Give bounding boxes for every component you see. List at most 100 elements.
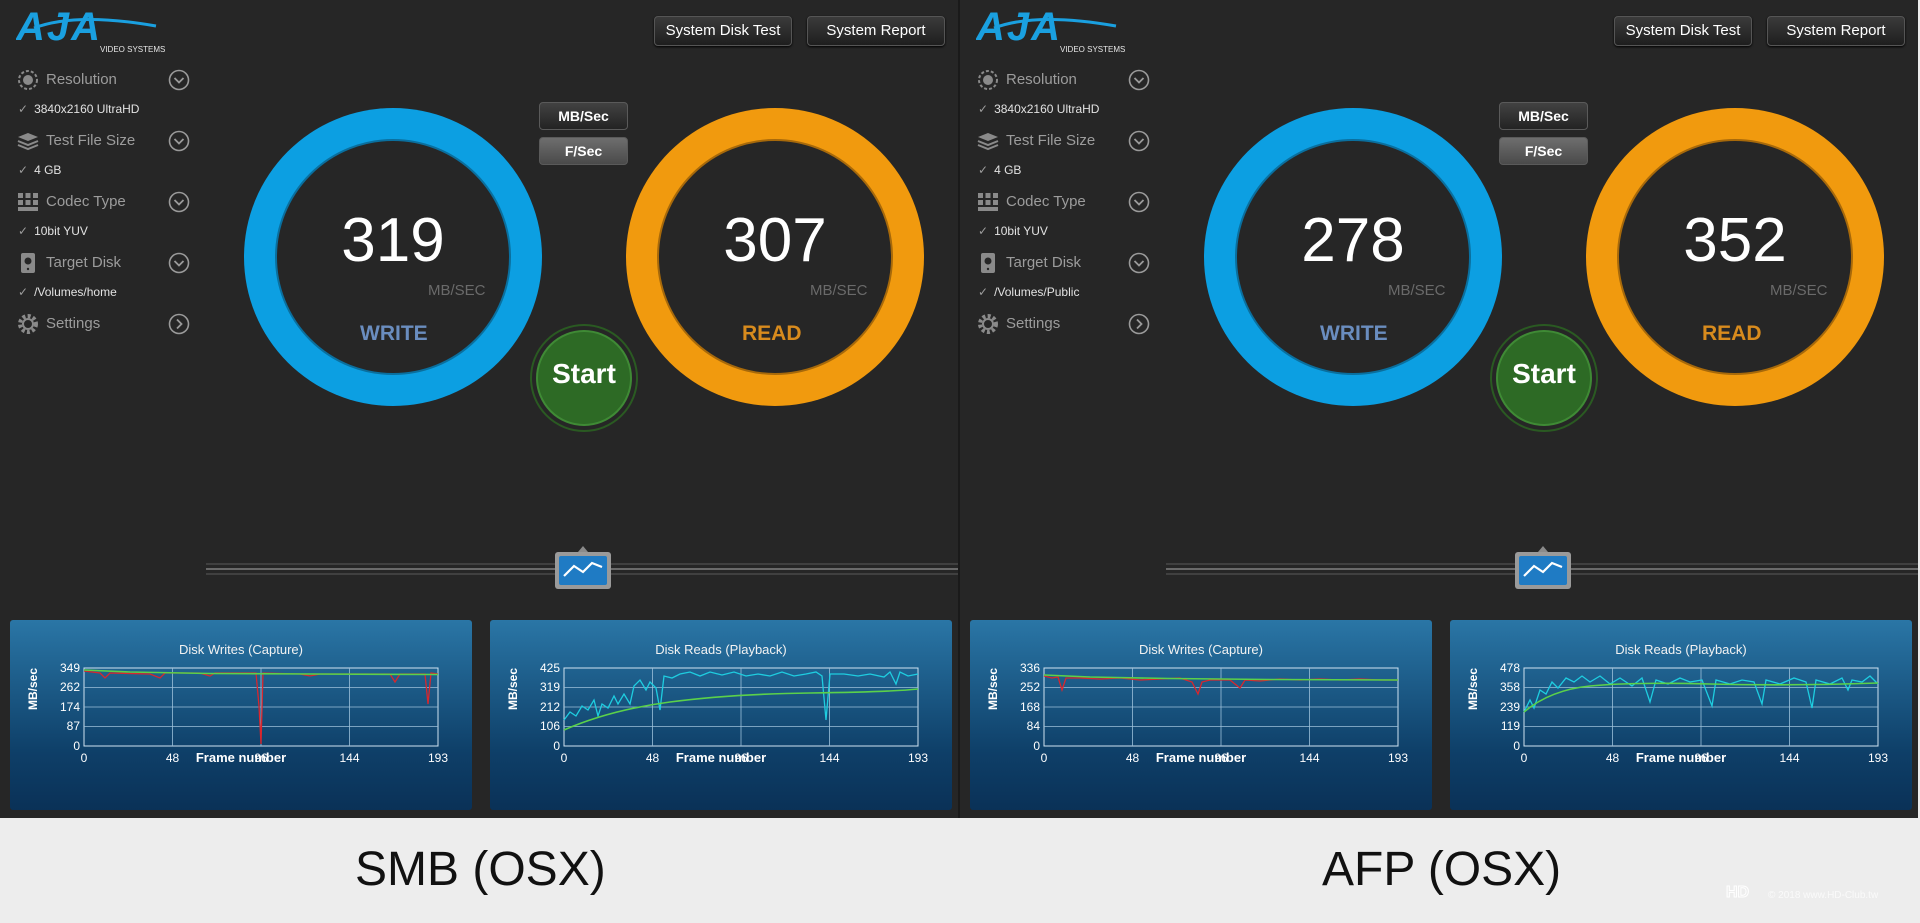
sidebar-item-label: Settings <box>1006 315 1061 332</box>
y-tick: 168 <box>1020 700 1040 714</box>
write-speed-unit: MB/SEC <box>428 282 486 299</box>
start-button[interactable] <box>530 324 638 432</box>
chevron-down-icon[interactable] <box>1128 69 1150 91</box>
sidebar-item-test-file-size[interactable]: Test File Size <box>16 129 192 153</box>
svg-text:VIDEO SYSTEMS: VIDEO SYSTEMS <box>1060 45 1125 54</box>
read-speed-value: 307 <box>723 206 827 275</box>
check-icon: ✓ <box>18 163 29 177</box>
read-gauge-ring <box>626 108 924 406</box>
check-icon: ✓ <box>978 285 989 299</box>
y-tick: 478 <box>1500 661 1520 675</box>
test-file-size-value: ✓ 4 GB <box>18 163 62 177</box>
afp-test-panel: AJA VIDEO SYSTEMS System Disk Test Syste… <box>960 0 1918 818</box>
sidebar-item-codec-type[interactable]: Codec Type <box>976 190 1152 214</box>
x-tick: 0 <box>81 751 88 765</box>
x-tick: 193 <box>1868 751 1888 765</box>
read-label: READ <box>1702 322 1762 345</box>
sidebar-item-label: Test File Size <box>46 132 136 149</box>
svg-text:VIDEO SYSTEMS: VIDEO SYSTEMS <box>100 45 165 54</box>
chevron-down-icon[interactable] <box>168 130 190 152</box>
x-axis-label: Frame number <box>1155 750 1247 765</box>
sidebar-item-settings[interactable]: Settings <box>976 312 1152 336</box>
panel-divider <box>958 0 960 818</box>
y-tick: 119 <box>1501 719 1520 733</box>
sidebar-item-test-file-size[interactable]: Test File Size <box>976 129 1152 153</box>
x-tick: 144 <box>1299 751 1319 765</box>
start-button[interactable] <box>1490 324 1598 432</box>
y-tick: 87 <box>67 719 81 733</box>
y-tick: 0 <box>553 739 560 753</box>
chevron-right-icon[interactable] <box>1128 313 1150 335</box>
codec-type-value: ✓ 10bit YUV <box>978 224 1048 238</box>
system-disk-test-button[interactable]: System Disk Test <box>654 16 792 46</box>
write-gauge-ring <box>244 108 542 406</box>
chevron-down-icon[interactable] <box>1128 191 1150 213</box>
codec-icon <box>18 193 38 211</box>
mb-sec-button[interactable]: MB/Sec <box>539 102 628 130</box>
system-disk-test-button[interactable]: System Disk Test <box>1614 16 1752 46</box>
sidebar-item-resolution[interactable]: Resolution <box>16 68 192 92</box>
graph-title: Disk Writes (Capture) <box>178 642 303 657</box>
chevron-down-icon[interactable] <box>168 191 190 213</box>
svg-text:AJA: AJA <box>976 6 1062 49</box>
sidebar-item-label: Test File Size <box>1006 132 1096 149</box>
read-speed-unit: MB/SEC <box>810 282 868 299</box>
target-disk-value: ✓/Volumes/Public <box>978 285 1080 299</box>
sidebar-item-target-disk[interactable]: Target Disk <box>976 251 1152 275</box>
x-tick: 144 <box>1779 751 1799 765</box>
y-tick: 0 <box>73 739 80 753</box>
x-tick: 0 <box>1521 751 1528 765</box>
write-gauge-ring <box>1204 108 1502 406</box>
graph-toggle-icon[interactable] <box>1514 546 1572 590</box>
sidebar-item-settings[interactable]: Settings <box>16 312 192 336</box>
x-tick: 96 <box>1694 751 1708 765</box>
disk-writes-graph: Disk Writes (Capture) 336 252 168 84 0 0… <box>970 620 1432 810</box>
y-tick: 0 <box>1513 739 1520 753</box>
resolution-icon <box>978 70 998 90</box>
afp-caption: AFP (OSX) <box>1322 843 1562 896</box>
x-tick: 193 <box>1388 751 1408 765</box>
sidebar-item-target-disk[interactable]: Target Disk <box>16 251 192 275</box>
write-label: WRITE <box>360 322 428 345</box>
sidebar-item-label: Resolution <box>46 71 117 88</box>
start-button-label: Start <box>1512 358 1576 389</box>
chevron-right-icon[interactable] <box>168 313 190 335</box>
smb-test-panel: AJA VIDEO SYSTEMS System Disk Test Syste… <box>0 0 958 818</box>
svg-text:HD: HD <box>1726 884 1749 901</box>
write-speed-value: 319 <box>341 206 445 275</box>
y-tick: 252 <box>1020 680 1040 694</box>
x-axis-label: Frame number <box>195 750 287 765</box>
system-report-button[interactable]: System Report <box>1767 16 1905 46</box>
disk-reads-graph: Disk Reads (Playback) 425 319 212 106 0 … <box>490 620 952 810</box>
x-tick: 0 <box>561 751 568 765</box>
sidebar-item-resolution[interactable]: Resolution <box>976 68 1152 92</box>
f-sec-button[interactable]: F/Sec <box>1499 137 1588 165</box>
sidebar-item-label: Resolution <box>1006 71 1077 88</box>
graph-toggle-icon[interactable] <box>554 546 612 590</box>
x-tick: 48 <box>166 751 180 765</box>
check-icon: ✓ <box>978 102 989 116</box>
mb-sec-button[interactable]: MB/Sec <box>1499 102 1588 130</box>
x-tick: 193 <box>908 751 928 765</box>
sidebar-item-codec-type[interactable]: Codec Type <box>16 190 192 214</box>
y-axis-label: MB/sec <box>506 667 520 710</box>
chevron-down-icon[interactable] <box>1128 252 1150 274</box>
chevron-down-icon[interactable] <box>168 69 190 91</box>
y-tick: 0 <box>1033 739 1040 753</box>
graph-title: Disk Reads (Playback) <box>1615 642 1747 657</box>
y-tick: 262 <box>60 680 80 694</box>
x-tick: 144 <box>819 751 839 765</box>
system-report-button[interactable]: System Report <box>807 16 945 46</box>
x-axis-label: Frame number <box>675 750 767 765</box>
f-sec-button[interactable]: F/Sec <box>539 137 628 165</box>
chevron-down-icon[interactable] <box>1128 130 1150 152</box>
test-file-size-value: ✓ 4 GB <box>978 163 1022 177</box>
watermark-text: © 2018 www.HD-Club.tw <box>1768 890 1879 901</box>
y-tick: 239 <box>1500 700 1520 714</box>
y-axis-label: MB/sec <box>1466 667 1480 710</box>
chevron-down-icon[interactable] <box>168 252 190 274</box>
x-tick: 96 <box>1214 751 1228 765</box>
x-axis-label: Frame number <box>1635 750 1727 765</box>
sidebar-item-label: Target Disk <box>1006 254 1082 271</box>
x-tick: 48 <box>1126 751 1140 765</box>
